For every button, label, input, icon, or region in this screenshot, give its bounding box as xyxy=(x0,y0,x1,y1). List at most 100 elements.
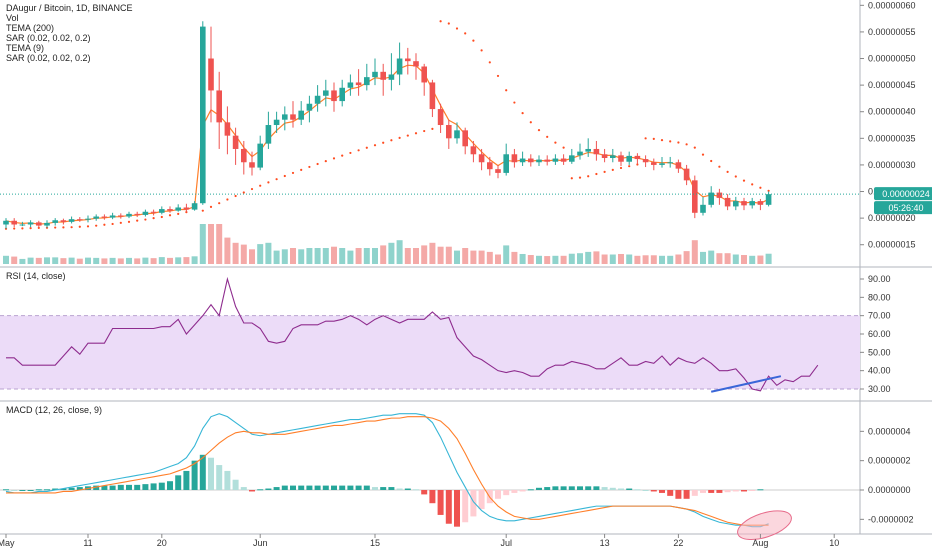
candle-body xyxy=(208,58,214,91)
x-tick-label: 20 xyxy=(157,538,167,548)
candle-body xyxy=(487,162,493,170)
macd-histogram-bar xyxy=(126,484,132,490)
candle-body xyxy=(134,213,140,215)
sar-dot xyxy=(644,137,647,140)
volume-bar xyxy=(683,251,690,264)
macd-histogram-bar xyxy=(273,487,280,490)
volume-bar xyxy=(257,244,264,264)
volume-bar xyxy=(552,255,559,264)
volume-bar xyxy=(60,258,67,264)
volume-bar xyxy=(519,253,526,264)
candle-body xyxy=(454,130,460,139)
candle-body xyxy=(77,219,83,221)
volume-bar xyxy=(650,255,657,264)
volume-bar xyxy=(429,242,436,264)
macd-histogram-bar xyxy=(642,490,649,491)
volume-bar xyxy=(765,253,772,264)
macd-histogram-bar xyxy=(470,490,477,517)
macd-histogram-bar xyxy=(683,490,690,499)
candle-body xyxy=(667,162,673,164)
macd-histogram-bar xyxy=(577,486,583,490)
volume-bar xyxy=(741,255,747,264)
candle-body xyxy=(618,155,624,162)
candle-body xyxy=(552,158,559,162)
volume-bar xyxy=(642,255,649,264)
volume-bar xyxy=(11,256,18,264)
macd-histogram-bar xyxy=(19,490,26,491)
y-tick-label: 0.00000050 xyxy=(868,54,916,64)
candle-body xyxy=(765,194,772,205)
candle-body xyxy=(585,148,591,152)
legend-sar-1: SAR (0.02, 0.02, 0.2) xyxy=(6,33,91,43)
candle-body xyxy=(101,216,108,218)
volume-bar xyxy=(536,255,542,264)
macd-histogram-bar xyxy=(35,489,42,491)
legend-tema-200: TEMA (200) xyxy=(6,23,55,33)
candle-body xyxy=(191,203,198,210)
macd-tick-label: -0.0000002 xyxy=(868,514,914,524)
sar-dot xyxy=(587,175,590,178)
x-tick-label: May xyxy=(0,538,15,548)
sar-dot xyxy=(767,189,770,192)
macd-histogram-bar xyxy=(601,487,608,490)
macd-histogram-bar xyxy=(380,487,387,490)
rsi-tick-label: 90.00 xyxy=(868,274,891,284)
candle-body xyxy=(11,220,17,225)
sar-dot xyxy=(562,146,565,149)
candle-body xyxy=(503,154,509,173)
x-tick-label: Aug xyxy=(752,538,768,548)
macd-histogram-bar xyxy=(503,490,510,496)
volume-bar xyxy=(626,254,633,264)
sar-dot xyxy=(62,226,65,229)
macd-histogram-bar xyxy=(454,490,460,527)
volume-bar xyxy=(708,250,715,264)
candle-body xyxy=(159,209,165,213)
candle-body xyxy=(93,216,99,219)
sar-dot xyxy=(751,183,754,186)
volume-bar xyxy=(101,258,108,264)
macd-histogram-bar xyxy=(568,486,575,490)
sar-dot xyxy=(119,221,122,224)
candle-body xyxy=(610,155,616,159)
candle-body xyxy=(413,61,419,67)
volume-bar xyxy=(126,257,132,264)
candle-body xyxy=(298,110,304,120)
volume-bar xyxy=(413,248,419,264)
y-tick-label: 0.00000015 xyxy=(868,240,916,250)
candle-body xyxy=(355,82,362,86)
sar-dot xyxy=(218,202,221,205)
volume-bar xyxy=(568,253,575,264)
candle-body xyxy=(700,204,706,213)
signal-line xyxy=(6,416,769,526)
volume-bar xyxy=(298,249,305,264)
macd-histogram-bar xyxy=(437,490,444,515)
rsi-tick-label: 40.00 xyxy=(868,366,891,376)
sar-dot xyxy=(21,227,24,230)
candle-body xyxy=(626,155,632,162)
candle-body xyxy=(183,207,190,210)
countdown-box xyxy=(874,201,932,215)
sar-dot xyxy=(718,165,721,168)
volume-bar xyxy=(281,249,288,264)
sar-dot xyxy=(267,181,270,184)
sar-dot xyxy=(570,177,573,180)
candle-body xyxy=(265,125,272,144)
macd-histogram-bar xyxy=(150,483,157,490)
sar-dot xyxy=(136,219,139,222)
sar-dot xyxy=(242,191,245,194)
macd-histogram-bar xyxy=(183,470,190,490)
candle-body xyxy=(232,135,239,149)
candle-body xyxy=(405,58,411,62)
sar-dot xyxy=(759,186,762,189)
macd-histogram-bar xyxy=(691,490,698,496)
candle-body xyxy=(339,87,345,102)
sar-dot xyxy=(382,141,385,144)
volume-bar xyxy=(544,256,551,264)
macd-histogram-bar xyxy=(240,487,247,490)
candle-body xyxy=(167,209,173,211)
macd-histogram-bar xyxy=(175,475,182,490)
macd-histogram-bar xyxy=(749,490,756,491)
volume-bar xyxy=(52,257,59,264)
volume-bar xyxy=(527,255,534,264)
